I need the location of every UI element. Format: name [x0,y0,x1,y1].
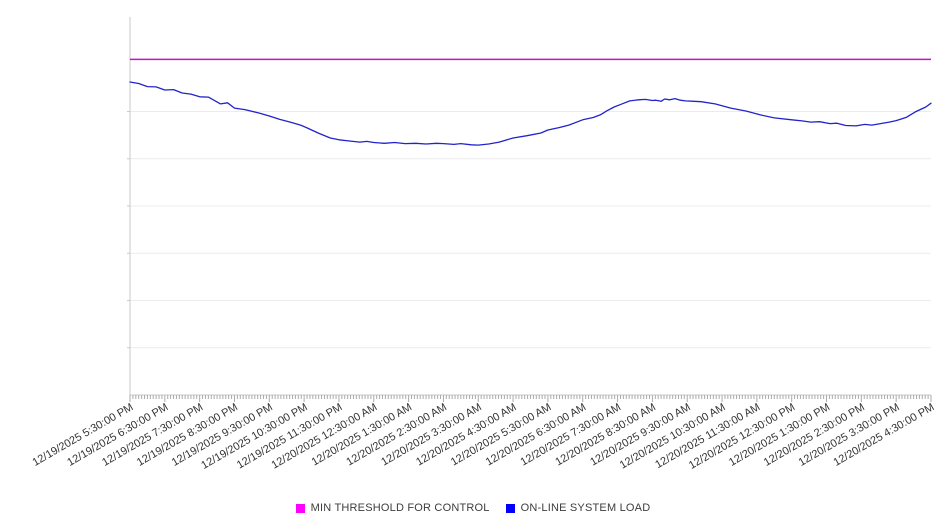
system-load-line [129,81,932,146]
gridlines [130,111,931,349]
legend-swatch-magenta-icon [295,503,305,513]
legend-label-system-load: ON-LINE SYSTEM LOAD [520,502,651,514]
legend-item-min-threshold[interactable]: MIN THRESHOLD FOR CONTROL [295,502,490,514]
legend-item-system-load[interactable]: ON-LINE SYSTEM LOAD [505,502,651,514]
series-lines [129,58,932,146]
legend-label-min-threshold: MIN THRESHOLD FOR CONTROL [310,502,490,514]
chart-legend: MIN THRESHOLD FOR CONTROL ON-LINE SYSTEM… [0,499,946,517]
x-axis-ticks [129,395,932,402]
legend-swatch-blue-icon [505,503,515,513]
